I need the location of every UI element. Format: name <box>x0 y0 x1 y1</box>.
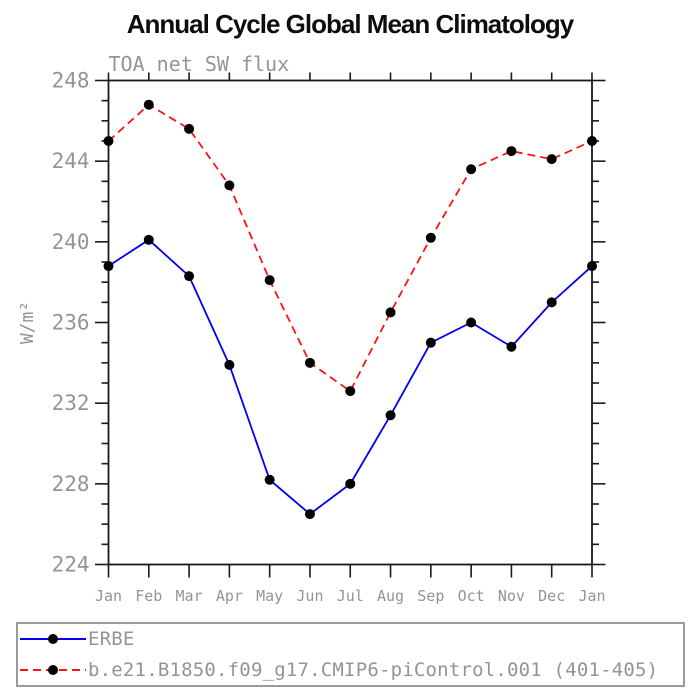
legend-item-erbe: ERBE <box>18 624 683 654</box>
svg-text:244: 244 <box>52 149 90 173</box>
svg-text:236: 236 <box>52 311 90 335</box>
svg-text:248: 248 <box>52 69 90 93</box>
svg-text:TOA net SW flux: TOA net SW flux <box>109 52 290 76</box>
svg-text:Aug: Aug <box>377 587 404 605</box>
legend-line-dashed-icon <box>18 655 88 685</box>
svg-text:Sep: Sep <box>417 587 444 605</box>
svg-text:Oct: Oct <box>458 587 485 605</box>
chart-title: Annual Cycle Global Mean Climatology <box>126 9 575 39</box>
svg-text:Jun: Jun <box>296 587 323 605</box>
svg-text:232: 232 <box>52 391 90 415</box>
legend-box: ERBE b.e21.B1850.f09_g17.CMIP6-piControl… <box>16 622 685 687</box>
svg-text:Nov: Nov <box>498 587 525 605</box>
legend-label-model: b.e21.B1850.f09_g17.CMIP6-piControl.001 … <box>88 658 659 681</box>
svg-text:Jul: Jul <box>337 587 364 605</box>
svg-text:May: May <box>256 587 283 605</box>
svg-text:Jan: Jan <box>95 587 122 605</box>
svg-text:W/m²: W/m² <box>17 301 38 344</box>
svg-text:Apr: Apr <box>216 587 243 605</box>
svg-text:Jan: Jan <box>578 587 605 605</box>
svg-text:Feb: Feb <box>135 587 162 605</box>
svg-text:Mar: Mar <box>176 587 203 605</box>
legend-line-solid-icon <box>18 624 88 654</box>
svg-text:240: 240 <box>52 230 90 254</box>
svg-text:224: 224 <box>52 553 90 577</box>
legend-label-erbe: ERBE <box>88 628 135 651</box>
svg-text:228: 228 <box>52 472 90 496</box>
svg-text:Dec: Dec <box>538 587 565 605</box>
legend-item-model: b.e21.B1850.f09_g17.CMIP6-piControl.001 … <box>18 655 683 685</box>
plot-area: TOA net SW flux W/m² Jan Feb Mar Apr May Jun Jul… <box>17 52 606 605</box>
